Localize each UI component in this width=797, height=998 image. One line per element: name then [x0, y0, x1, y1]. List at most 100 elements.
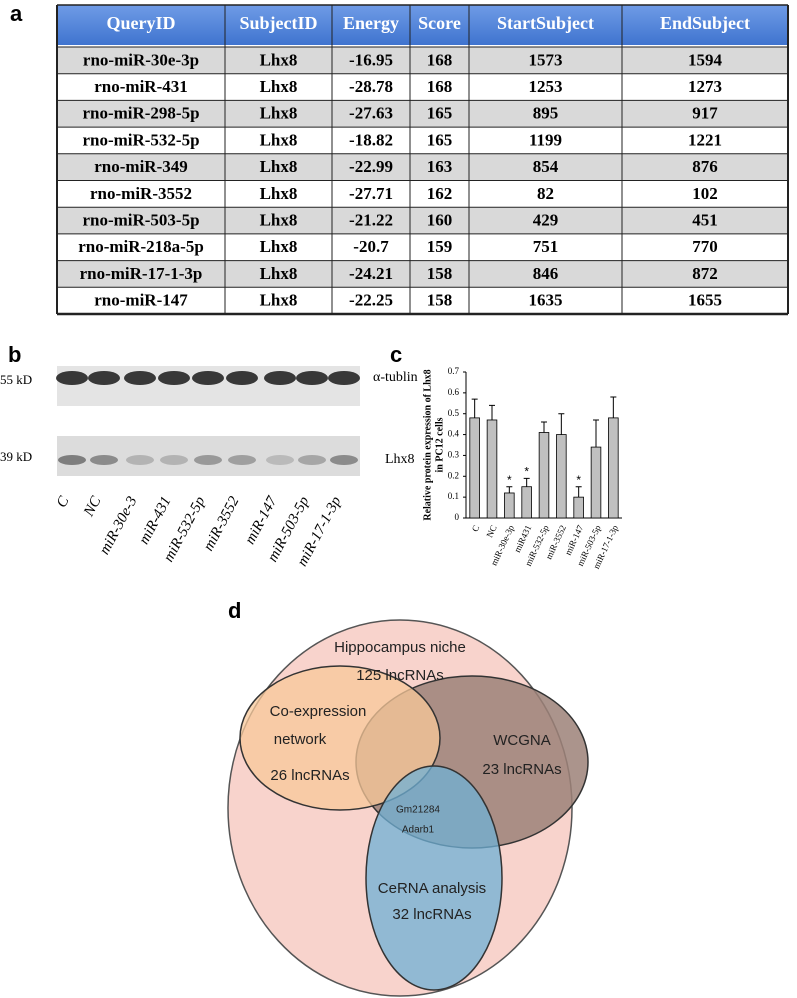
lane-label: C: [54, 493, 73, 510]
size-label: 55 kD: [0, 372, 32, 387]
column-header: EndSubject: [660, 13, 750, 33]
panel-label: b: [8, 342, 21, 367]
table-cell: 1221: [688, 130, 722, 149]
y-tick-label: 0.3: [448, 449, 460, 459]
band-label: Lhx8: [385, 452, 415, 467]
error-bar: [610, 396, 617, 418]
significance-mark: *: [524, 465, 529, 479]
significance-mark: *: [576, 473, 581, 487]
table-cell: 168: [427, 77, 453, 96]
table-cell: Lhx8: [260, 184, 298, 203]
venn-label: Hippocampus niche: [334, 639, 466, 656]
blot-band: [228, 455, 256, 465]
venn-label: network: [274, 731, 327, 748]
blot-band: [56, 371, 88, 385]
blot-band: [226, 371, 258, 385]
bar: [608, 417, 619, 519]
table-cell: rno-miR-298-5p: [82, 104, 199, 123]
table-cell: 1655: [688, 291, 722, 310]
table-cell: rno-miR-218a-5p: [78, 237, 204, 256]
table-cell: Lhx8: [260, 77, 298, 96]
error-bar: [471, 398, 478, 418]
table-cell: rno-miR-349: [94, 157, 187, 176]
table-row-bg: [57, 180, 788, 208]
table-cell: 429: [533, 210, 559, 229]
table-cell: 158: [427, 264, 453, 283]
table-cell: -18.82: [349, 130, 393, 149]
y-tick-label: 0.4: [448, 429, 460, 439]
table-cell: Lhx8: [260, 157, 298, 176]
table-cell: 162: [427, 184, 453, 203]
table-cell: 159: [427, 237, 453, 256]
table-cell: 451: [692, 210, 718, 229]
table-cell: 160: [427, 210, 453, 229]
table-cell: 168: [427, 50, 453, 69]
table-row-bg: [57, 73, 788, 101]
blot-band: [328, 371, 360, 385]
significance-mark: *: [507, 473, 512, 487]
table-cell: -22.99: [349, 157, 393, 176]
table-cell: 846: [533, 264, 559, 283]
error-bar: [541, 421, 547, 433]
blot-band: [266, 455, 294, 465]
y-tick-label: 0.7: [448, 366, 460, 376]
table-cell: Lhx8: [260, 264, 298, 283]
table-cell: rno-miR-532-5p: [82, 130, 199, 149]
table-row-bg: [57, 287, 788, 314]
table-cell: 895: [533, 104, 559, 123]
table-cell: rno-miR-503-5p: [82, 210, 199, 229]
blot-band: [296, 371, 328, 385]
table-cell: Lhx8: [260, 237, 298, 256]
error-bar: [575, 486, 582, 498]
table-cell: Lhx8: [260, 104, 298, 123]
table-cell: 751: [533, 237, 559, 256]
bar: [590, 446, 602, 519]
y-axis-label: in PC12 cells: [434, 417, 445, 472]
blot-band: [264, 371, 296, 385]
venn-label: CeRNA analysis: [378, 880, 486, 897]
table-header-bg: [57, 5, 788, 45]
lane-label: miR-431: [136, 494, 174, 547]
blot-band: [298, 455, 326, 465]
lane-label: NC: [81, 493, 105, 520]
table-cell: 876: [692, 157, 718, 176]
y-tick-label: 0: [455, 512, 460, 522]
y-tick-label: 0.2: [448, 470, 459, 480]
table-cell: -20.7: [353, 237, 389, 256]
table-cell: -24.21: [349, 264, 393, 283]
bar: [521, 486, 532, 519]
venn-label: Adarb1: [402, 825, 435, 836]
table-cell: 1253: [529, 77, 563, 96]
column-header: StartSubject: [497, 13, 594, 33]
bar: [486, 419, 498, 519]
x-tick-label: C: [470, 523, 482, 533]
table-cell: 165: [427, 104, 453, 123]
table-cell: rno-miR-431: [94, 77, 187, 96]
bar: [556, 434, 567, 519]
venn-label: 32 lncRNAs: [392, 906, 471, 923]
error-bar: [523, 477, 530, 487]
table-cell: -21.22: [349, 210, 393, 229]
band-label: α-tublin: [373, 370, 418, 385]
column-header: QueryID: [107, 13, 176, 33]
table-cell: -28.78: [349, 77, 393, 96]
table-cell: Lhx8: [260, 291, 298, 310]
table-cell: 1199: [529, 130, 562, 149]
table-cell: -27.71: [349, 184, 393, 203]
blot-band: [58, 455, 86, 465]
venn-label: Gm21284: [396, 805, 440, 816]
x-tick-label: NC: [484, 523, 498, 539]
table-cell: 1273: [688, 77, 722, 96]
table-cell: 872: [692, 264, 718, 283]
table-cell: 158: [427, 291, 453, 310]
error-bar: [558, 413, 565, 435]
blot-band: [330, 455, 358, 465]
table-cell: 1573: [529, 50, 563, 69]
table-cell: 1594: [688, 50, 723, 69]
blot-band: [192, 371, 224, 385]
table-cell: 1635: [529, 291, 563, 310]
panel-label: a: [10, 1, 23, 26]
column-header: Energy: [343, 13, 399, 33]
blot-band: [88, 371, 120, 385]
